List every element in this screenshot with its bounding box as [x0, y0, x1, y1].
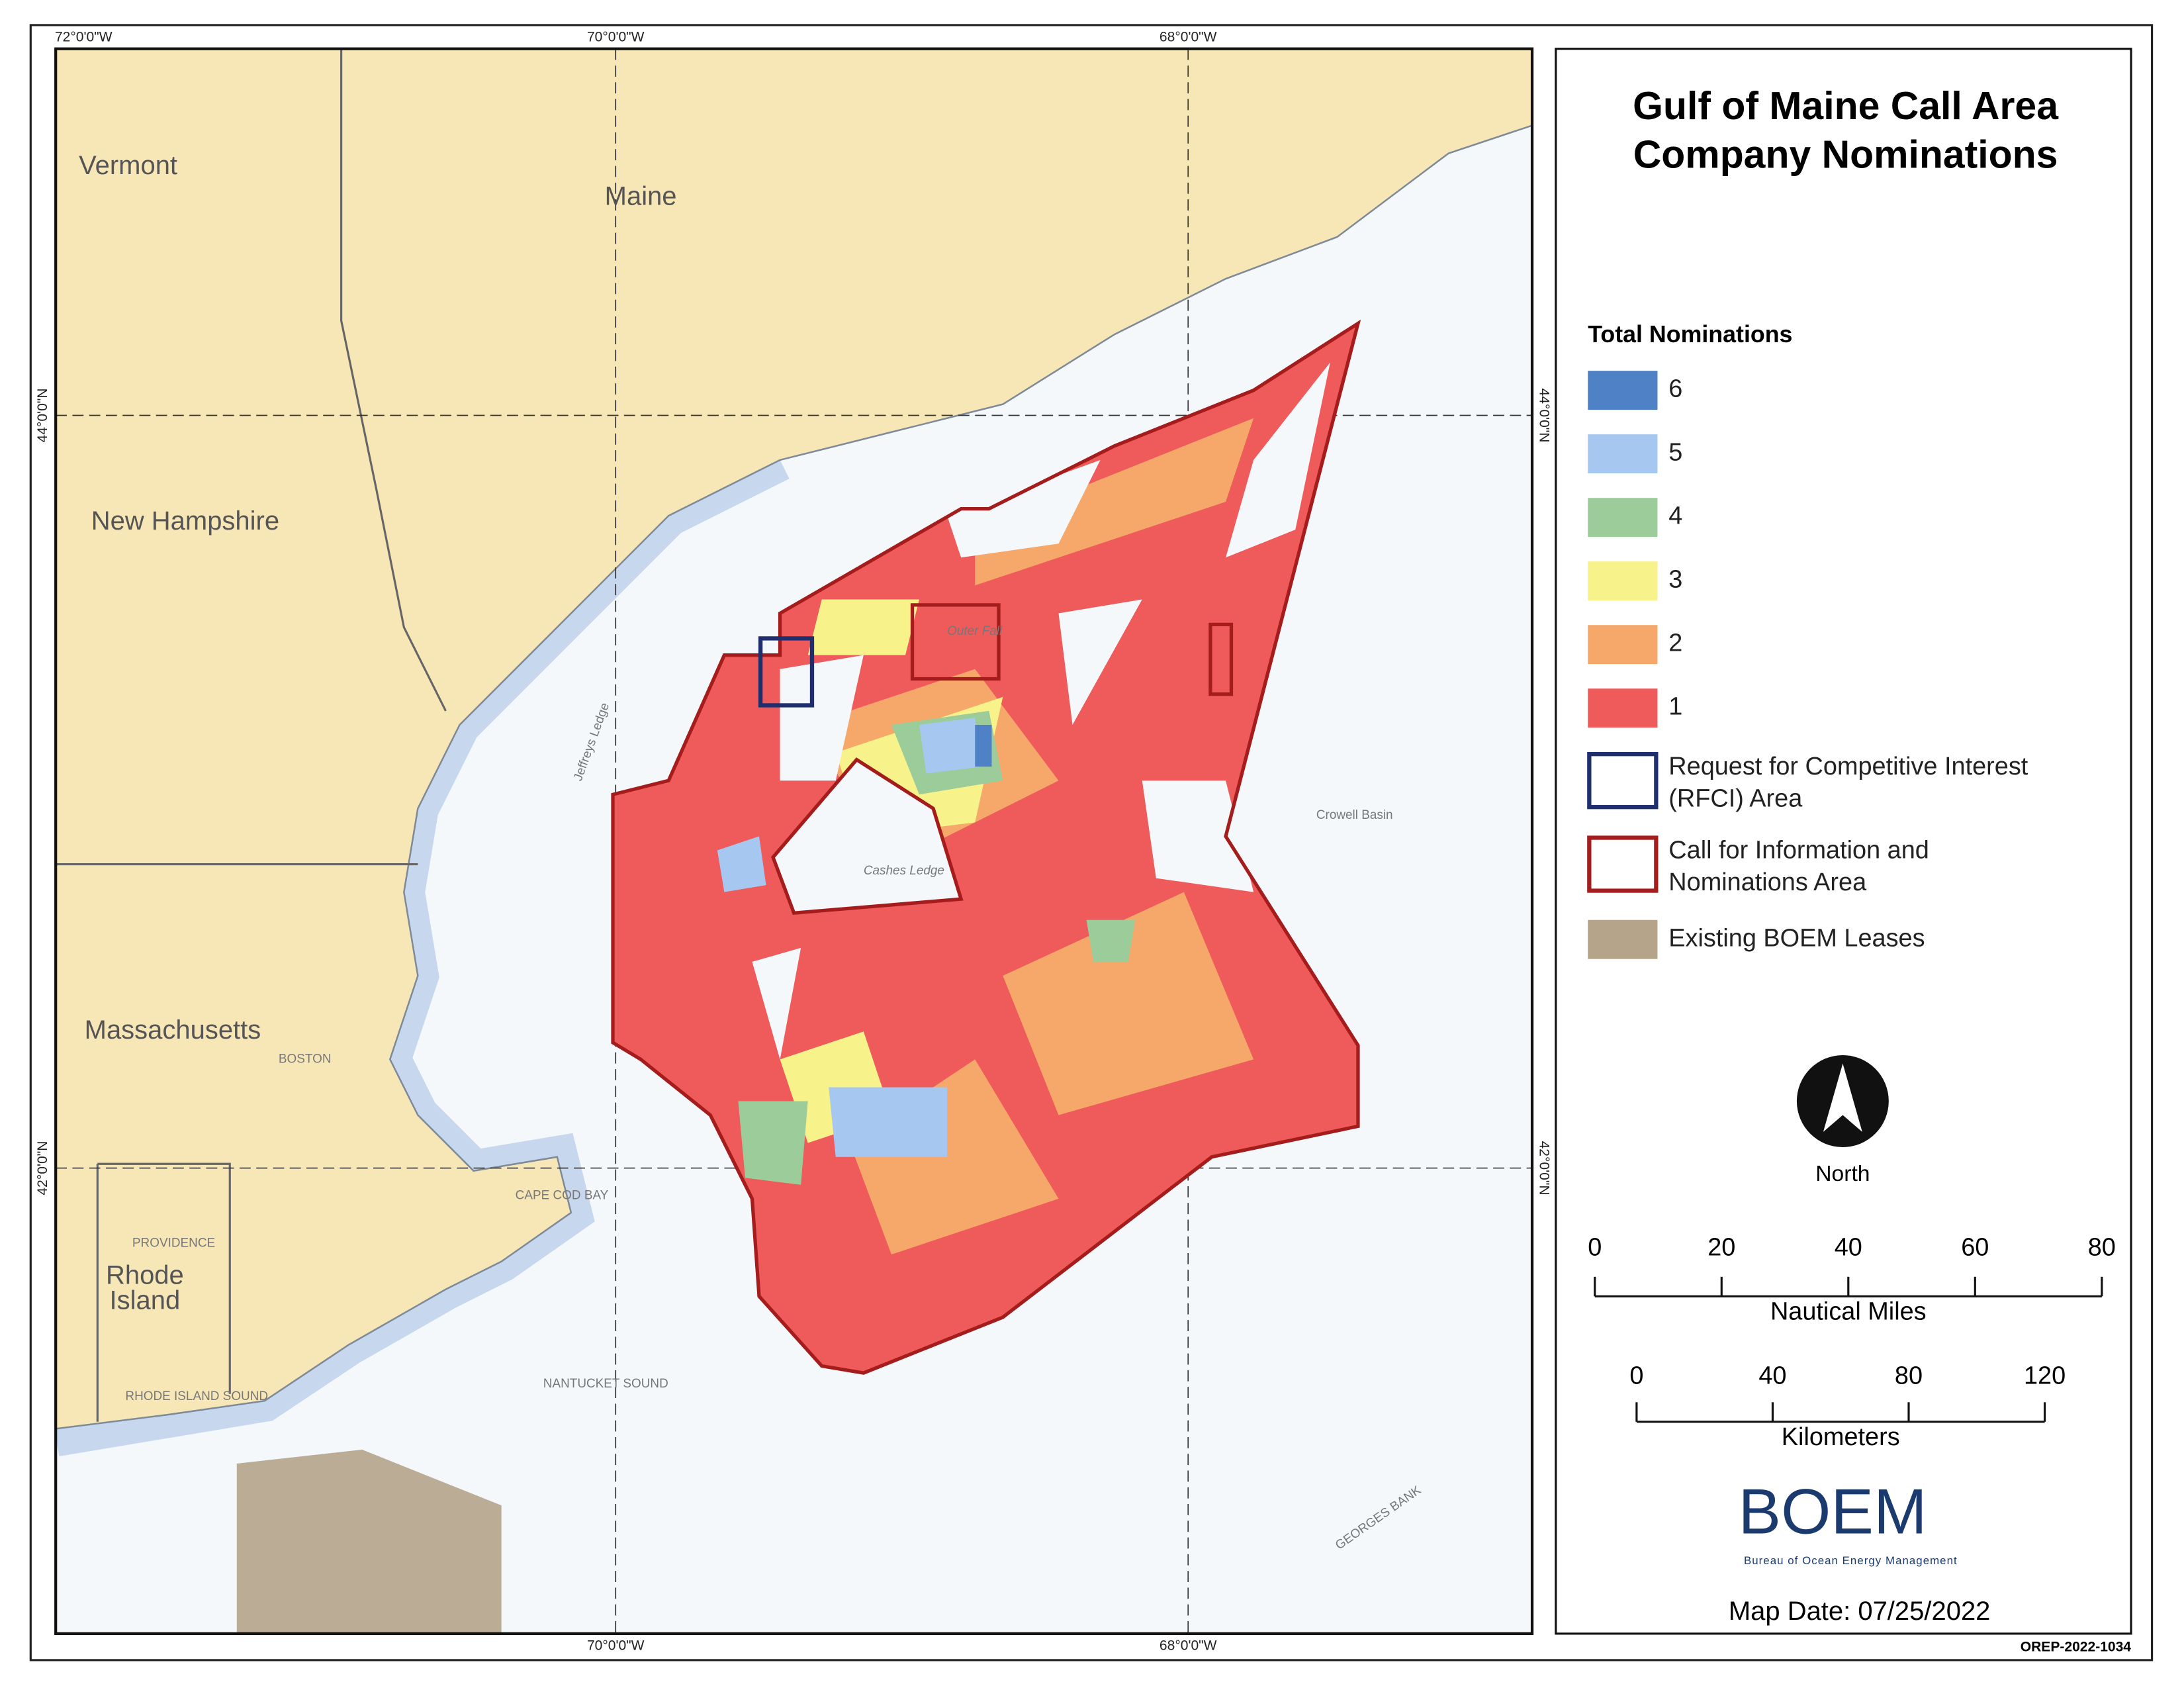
nomination-area: [975, 724, 992, 767]
legend-swatch: [1588, 498, 1658, 538]
feature-label: RHODE ISLAND SOUND: [125, 1389, 268, 1403]
state-label: Vermont: [79, 151, 177, 180]
feature-label: NANTUCKET SOUND: [543, 1377, 668, 1391]
nomination-area: [717, 718, 982, 1157]
legend-swatch: [1587, 752, 1659, 810]
legend-heading: Total Nominations: [1588, 321, 1792, 348]
legend-swatch: [1588, 561, 1658, 601]
land: [56, 48, 1533, 1430]
latitude-label: 44°0'0"N: [1536, 389, 1551, 443]
state-label: Island: [110, 1286, 181, 1315]
legend-label: 4: [1668, 502, 1682, 530]
feature-label: PROVIDENCE: [132, 1236, 215, 1250]
logo-subtitle: Bureau of Ocean Energy Management: [1744, 1554, 1958, 1567]
legend-label: 2: [1668, 630, 1682, 657]
longitude-label: 68°0'0"W: [1160, 1638, 1217, 1653]
north-arrow: [1823, 1063, 1862, 1132]
rfci-area: [758, 636, 815, 708]
legend-swatch: [1588, 688, 1658, 728]
lease-area: [236, 1449, 502, 1634]
feature-label: CAPE COD BAY: [516, 1189, 609, 1203]
nomination-area: [738, 710, 1136, 1185]
legend-label: Existing BOEM Leases: [1668, 924, 1925, 952]
latitude-label: 44°0'0"N: [35, 389, 50, 443]
feature-label: Outer Fall: [947, 624, 1003, 638]
feature-label: Crowell Basin: [1316, 808, 1393, 822]
legend-label: Nominations Area: [1668, 868, 1867, 896]
scale-tick-label: 20: [1707, 1234, 1735, 1262]
state-label: Massachusetts: [85, 1015, 261, 1045]
legend-label: 1: [1668, 693, 1682, 721]
legend-label: 5: [1668, 439, 1682, 467]
call-area-boundary: [611, 319, 1361, 1375]
longitude-label: 68°0'0"W: [1160, 29, 1217, 44]
scale-tick-label: 120: [2024, 1362, 2066, 1389]
legend-swatch: [1588, 919, 1658, 959]
document-id: OREP-2022-1034: [2021, 1639, 2132, 1654]
legend-swatch: [1588, 371, 1658, 410]
legend-label: (RFCI) Area: [1668, 785, 1803, 813]
longitude-label: 70°0'0"W: [587, 29, 645, 44]
legend-swatch: [1588, 625, 1658, 665]
longitude-label: 72°0'0"W: [55, 29, 113, 44]
north-label: North: [1815, 1162, 1870, 1186]
legend-label: Request for Competitive Interest: [1668, 753, 2028, 780]
legend-swatch: [1588, 434, 1658, 474]
scale-tick-label: 40: [1835, 1234, 1862, 1262]
feature-label: BOSTON: [279, 1052, 332, 1066]
latitude-label: 42°0'0"N: [35, 1141, 50, 1196]
scale-tick-label: 80: [1895, 1362, 1923, 1389]
scale-tick-label: 40: [1758, 1362, 1786, 1389]
scale-tick-label: 0: [1629, 1362, 1643, 1389]
scale-title: Kilometers: [1782, 1423, 1900, 1451]
latitude-label: 42°0'0"N: [1536, 1141, 1551, 1196]
logo: BOEM: [1739, 1476, 1927, 1548]
state-label: New Hampshire: [91, 506, 279, 536]
legend-label: Call for Information and: [1668, 837, 1929, 865]
legend-label: 6: [1668, 375, 1682, 403]
title: Gulf of Maine Call Area: [1633, 85, 2059, 128]
title: Company Nominations: [1633, 133, 2058, 176]
map: Vermont Maine New Hampshire Massachusett…: [35, 29, 1552, 1653]
longitude-label: 70°0'0"W: [587, 1638, 645, 1653]
scale-title: Nautical Miles: [1770, 1298, 1927, 1326]
excluded-area: [752, 362, 1330, 1060]
map-date: Map Date: 07/25/2022: [1729, 1597, 1991, 1626]
legend-swatch: [1587, 835, 1659, 893]
scale-tick-label: 0: [1588, 1234, 1602, 1262]
scale-tick-label: 80: [2088, 1234, 2116, 1262]
nomination-area: [807, 418, 1254, 1255]
call-area: [611, 319, 1361, 1375]
scale-tick-label: 60: [1961, 1234, 1989, 1262]
feature-label: Cashes Ledge: [864, 864, 944, 878]
state-boundary: [56, 48, 447, 1422]
legend-label: 3: [1668, 566, 1682, 594]
map-frame: [54, 47, 1534, 1635]
state-label: Maine: [605, 182, 677, 211]
state-label: Rhode: [106, 1260, 184, 1289]
